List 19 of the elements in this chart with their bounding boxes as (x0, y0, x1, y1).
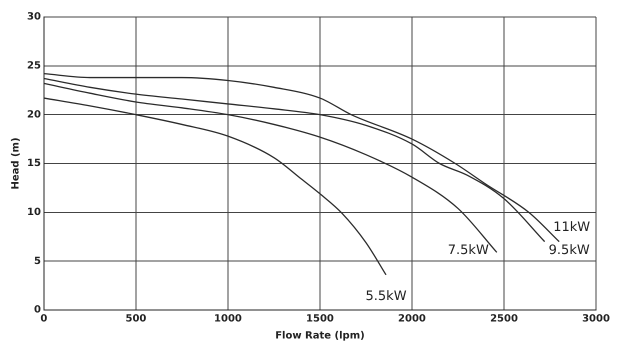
x-tick-label: 1000 (214, 314, 242, 325)
series-label: 9.5kW (548, 243, 590, 258)
series-label: 5.5kW (365, 289, 407, 304)
y-axis-title: Head (m) (10, 137, 22, 190)
x-tick-label: 2500 (490, 314, 518, 325)
x-tick-label: 500 (125, 314, 146, 325)
y-tick-label: 30 (26, 12, 41, 23)
y-tick-label: 25 (26, 60, 41, 72)
x-tick-label: 3000 (582, 314, 610, 325)
x-tick-label: 2000 (398, 314, 426, 325)
series-label: 7.5kW (448, 242, 489, 258)
y-tick-label: 10 (26, 206, 41, 218)
y-tick-label: 0 (34, 304, 41, 316)
y-tick-label: 20 (26, 109, 41, 120)
y-tick-label: 5 (34, 256, 41, 267)
series-label: 11kW (553, 220, 590, 236)
x-axis-title: Flow Rate (lpm) (275, 330, 365, 342)
x-tick-label: 1500 (306, 314, 334, 325)
y-tick-label: 15 (26, 158, 41, 170)
